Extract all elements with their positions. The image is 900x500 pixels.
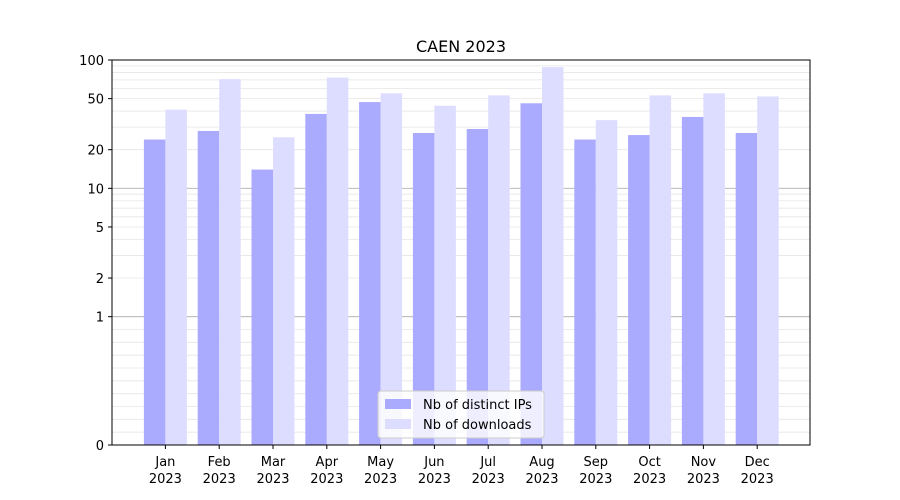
axes: 0 1 2 5 10 20 50 100 Jan 2023 Feb 2023 Mar 2023 Apr 202… [79, 54, 811, 487]
x-tick-label-month: Aug [529, 455, 554, 470]
x-tick-label-month: Mar [261, 455, 286, 470]
y-tick-label: 1 [96, 311, 104, 326]
bar-downloads [326, 77, 349, 446]
bar-downloads [703, 93, 725, 445]
bar-distinct-ips [466, 128, 489, 446]
x-tick-label-month: Sep [584, 455, 609, 470]
bar-downloads [488, 95, 510, 446]
bar-distinct-ips [251, 169, 273, 445]
bar-downloads [434, 105, 456, 446]
x-tick-label-year: 2023 [203, 472, 236, 487]
bar-downloads [273, 137, 295, 446]
legend-box [377, 390, 545, 439]
y-tick-label: 20 [87, 144, 104, 159]
bar-distinct-ips [305, 113, 327, 446]
bar-distinct-ips [412, 132, 435, 446]
x-tick-label-month: Dec [745, 455, 770, 470]
bar-distinct-ips [574, 139, 596, 445]
plot-frame [111, 59, 811, 446]
bar-distinct-ips [628, 135, 650, 445]
bar-distinct-ips [143, 139, 166, 445]
bar-distinct-ips [520, 103, 542, 445]
x-tick-label-year: 2023 [525, 472, 558, 487]
x-tick-label-year: 2023 [149, 472, 182, 487]
bar-downloads [595, 120, 618, 446]
x-tick-label-year: 2023 [633, 472, 666, 487]
bar-downloads [219, 79, 241, 446]
legend-swatch [385, 399, 411, 409]
x-tick-label-year: 2023 [741, 472, 774, 487]
legend-label: Nb of distinct IPs [423, 398, 532, 413]
x-tick-label-month: Nov [691, 455, 717, 470]
y-tick-label: 10 [87, 182, 104, 197]
x-tick-label-year: 2023 [418, 472, 451, 487]
bars [143, 67, 779, 446]
x-tick-label-month: Oct [638, 455, 660, 470]
legend-label: Nb of downloads [423, 418, 532, 433]
bar-distinct-ips [681, 116, 704, 446]
x-tick-label-month: May [367, 455, 394, 470]
x-tick-label-month: Feb [208, 455, 231, 470]
x-tick-label-year: 2023 [364, 472, 397, 487]
x-tick-label-year: 2023 [256, 472, 289, 487]
y-tick-label: 5 [96, 221, 104, 236]
y-tick-label: 0 [96, 439, 104, 454]
bar-downloads [542, 67, 564, 445]
x-tick-label-year: 2023 [687, 472, 720, 487]
bar-downloads [380, 93, 403, 445]
x-tick-label-year: 2023 [310, 472, 343, 487]
y-tick-label: 2 [96, 272, 104, 287]
bar-downloads [757, 96, 779, 446]
legend-swatch [385, 419, 411, 429]
x-tick-label-month: Apr [316, 455, 339, 470]
bar-distinct-ips [197, 130, 220, 445]
x-tick-label-year: 2023 [579, 472, 612, 487]
chart-title: CAEN 2023 [416, 37, 506, 56]
x-tick-label-month: Jan [154, 455, 175, 470]
bar-distinct-ips [735, 132, 758, 446]
bar-downloads [649, 95, 672, 446]
x-tick-label-year: 2023 [472, 472, 505, 487]
bar-distinct-ips [359, 102, 381, 445]
y-tick-label: 100 [79, 54, 104, 69]
x-tick-label-month: Jul [479, 455, 496, 470]
y-tick-label: 50 [87, 93, 104, 108]
bar-downloads [165, 109, 187, 445]
x-tick-label-month: Jun [423, 455, 444, 470]
legend: Nb of distinct IPs Nb of downloads [377, 390, 545, 439]
